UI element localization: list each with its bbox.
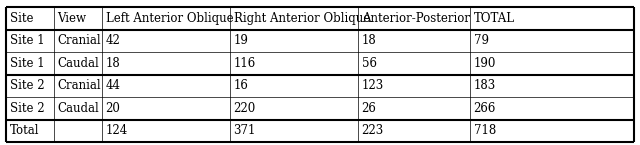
Text: 44: 44 [106,79,120,92]
Text: 220: 220 [234,102,256,115]
Text: 190: 190 [474,57,496,70]
Text: 42: 42 [106,35,120,47]
Text: 124: 124 [106,124,128,137]
Text: 718: 718 [474,124,496,137]
Text: Cranial: Cranial [58,79,101,92]
Text: 123: 123 [362,79,384,92]
Text: 20: 20 [106,102,120,115]
Text: TOTAL: TOTAL [474,12,515,25]
Text: 56: 56 [362,57,376,70]
Text: 19: 19 [234,35,248,47]
Text: Site 1: Site 1 [10,57,44,70]
Text: 266: 266 [474,102,496,115]
Text: Caudal: Caudal [58,102,99,115]
Text: Site: Site [10,12,33,25]
Text: Site 1: Site 1 [10,35,44,47]
Text: Cranial: Cranial [58,35,101,47]
Text: Right Anterior Oblique: Right Anterior Oblique [234,12,370,25]
Text: 223: 223 [362,124,384,137]
Text: 116: 116 [234,57,256,70]
Text: Total: Total [10,124,39,137]
Text: 18: 18 [362,35,376,47]
Text: 79: 79 [474,35,488,47]
Text: 371: 371 [234,124,256,137]
Text: 26: 26 [362,102,376,115]
Text: 183: 183 [474,79,496,92]
Text: Site 2: Site 2 [10,79,44,92]
Text: 16: 16 [234,79,248,92]
Text: Site 2: Site 2 [10,102,44,115]
Text: 18: 18 [106,57,120,70]
Text: View: View [58,12,86,25]
Text: Anterior-Posterior: Anterior-Posterior [362,12,470,25]
Text: Caudal: Caudal [58,57,99,70]
Text: Left Anterior Oblique: Left Anterior Oblique [106,12,233,25]
